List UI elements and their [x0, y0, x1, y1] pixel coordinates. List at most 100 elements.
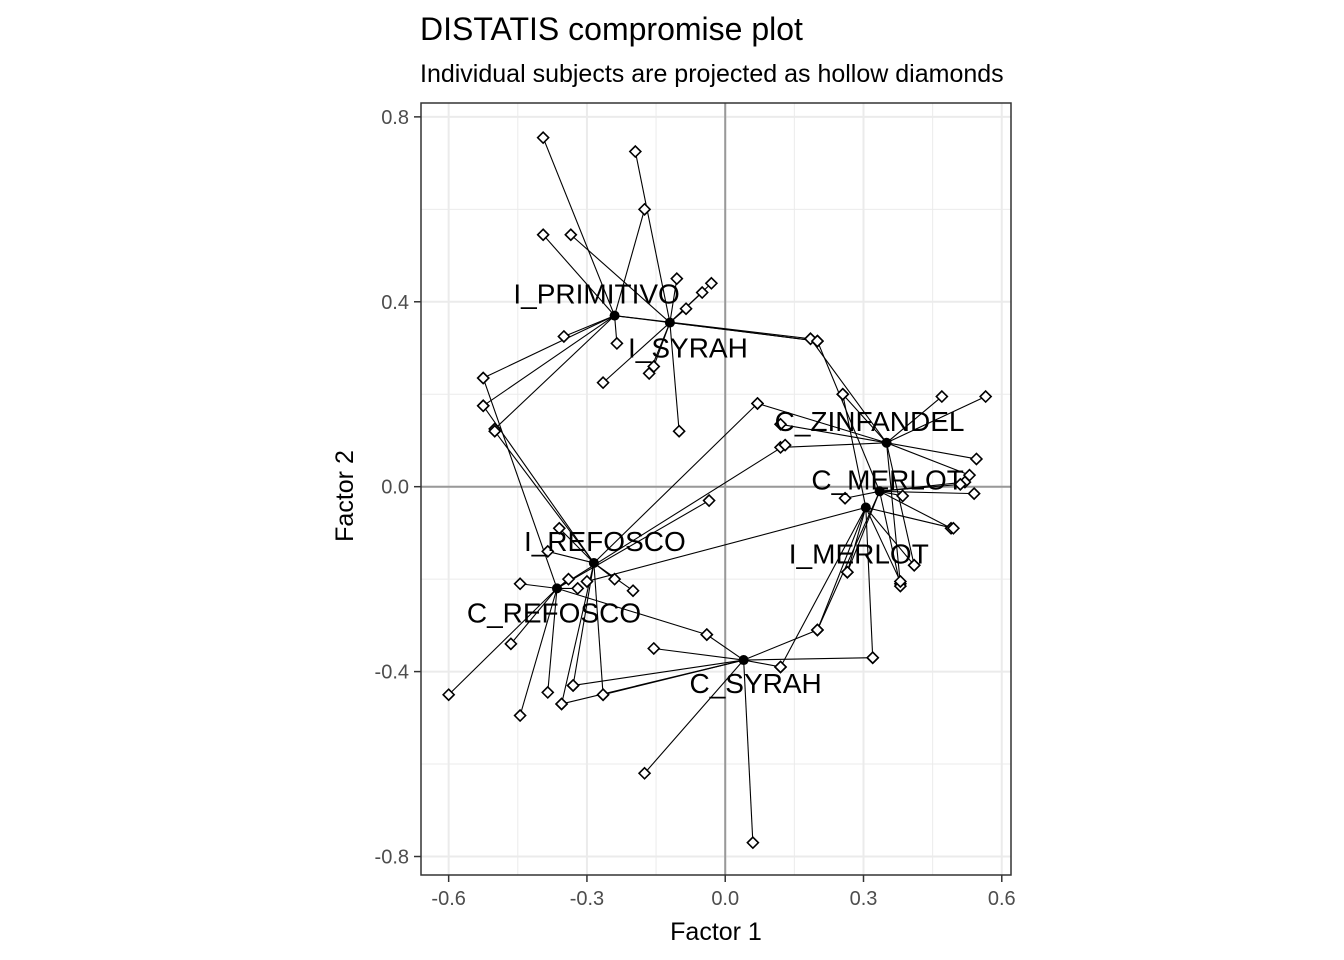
subject-diamond-point: [476, 399, 490, 413]
subject-diamond-point: [552, 521, 566, 535]
y-tick-label: 0.8: [381, 107, 409, 129]
subject-link-line: [780, 442, 887, 448]
subject-diamond-point: [607, 572, 622, 586]
subject-diamond-point: [810, 623, 825, 637]
subject-diamond-point: [896, 489, 910, 503]
x-axis-title: Factor 1: [670, 918, 762, 946]
subject-link-line: [886, 396, 943, 444]
y-tick-label: -0.4: [375, 662, 409, 684]
y-tick-label: 0.4: [381, 292, 409, 314]
subject-diamond-point: [566, 678, 580, 693]
compromise-point: [551, 583, 562, 594]
subject-diamond-point: [541, 544, 555, 559]
subject-link-line: [886, 396, 986, 444]
subject-diamond-point: [557, 329, 571, 344]
subject-diamond-point: [647, 641, 661, 656]
subject-link-line: [879, 490, 975, 495]
subject-link-line: [482, 315, 615, 407]
subject-diamond-point: [700, 627, 714, 642]
subject-link-line: [816, 507, 867, 631]
subject-link-line: [494, 315, 615, 430]
subject-diamond-point: [967, 486, 981, 501]
subject-diamond-point: [773, 660, 788, 674]
subject-diamond-point: [695, 285, 709, 300]
subject-diamond-point: [946, 521, 961, 535]
x-tick-label: -0.6: [431, 888, 465, 910]
subject-link-line: [886, 442, 977, 460]
chart-title: DISTATIS compromise plot: [420, 11, 803, 47]
subject-diamond-point: [866, 651, 880, 665]
subject-link-line: [570, 234, 671, 323]
subject-link-line: [556, 587, 707, 636]
compromise-label: I_REFOSCO: [524, 526, 686, 557]
subject-diamond-point: [750, 396, 765, 411]
subject-diamond-point: [670, 272, 684, 286]
subject-diamond-point: [838, 491, 852, 505]
subject-link-line: [563, 315, 615, 337]
x-tick-label: 0.0: [711, 888, 739, 910]
compromise-point: [738, 655, 749, 666]
compromise-label: C_ZINFANDEL: [775, 406, 965, 437]
subject-diamond-point: [536, 228, 550, 242]
compromise-label: C_MERLOT: [811, 464, 963, 495]
compromise-point: [588, 557, 599, 568]
subject-diamond-point: [554, 697, 569, 711]
subject-diamond-point: [979, 389, 993, 404]
subject-link-line: [669, 278, 678, 323]
subject-diamond-point: [778, 438, 792, 452]
subject-diamond-point: [679, 302, 693, 316]
subject-diamond-point: [773, 417, 788, 431]
subject-link-line: [780, 507, 867, 668]
subject-link-line: [886, 442, 915, 566]
subject-link-line: [706, 634, 744, 661]
subject-link-line: [558, 527, 595, 564]
subject-link-line: [634, 151, 671, 323]
subject-link-line: [846, 507, 867, 573]
chart-subtitle: Individual subjects are projected as hol…: [420, 60, 1004, 88]
subject-diamond-point: [541, 685, 555, 700]
subject-link-line: [865, 506, 954, 529]
subject-link-line: [644, 659, 745, 774]
subject-link-line: [886, 442, 970, 476]
subject-diamond-point: [702, 493, 716, 508]
subject-diamond-point: [571, 581, 585, 596]
subject-link-line: [573, 659, 744, 687]
subject-link-line: [743, 657, 873, 661]
subject-link-line: [669, 322, 818, 342]
subject-diamond-point: [672, 424, 686, 438]
subject-link-line: [547, 550, 594, 564]
subject-link-line: [653, 322, 671, 367]
subject-diamond-point: [580, 574, 594, 589]
subject-link-line: [879, 490, 952, 529]
subject-diamond-point: [513, 708, 527, 723]
subject-link-line: [593, 562, 604, 695]
subject-link-line: [743, 659, 781, 668]
compromise-label: I_SYRAH: [628, 333, 748, 364]
compromise-point: [881, 437, 892, 448]
subject-link-line: [510, 588, 558, 645]
subject-diamond-point: [840, 565, 854, 579]
subject-link-line: [879, 491, 901, 587]
subject-link-line: [669, 322, 680, 432]
subject-link-line: [846, 491, 881, 573]
x-tick-label: 0.6: [988, 888, 1016, 910]
subject-diamond-point: [704, 276, 719, 290]
subject-diamond-point: [637, 202, 652, 216]
y-tick-label: -0.8: [375, 847, 409, 869]
subject-diamond-point: [564, 228, 578, 242]
x-tick-label: 0.3: [850, 888, 878, 910]
subject-diamond-point: [893, 574, 908, 589]
compromise-label: C_REFOSCO: [467, 597, 641, 628]
subject-link-line: [519, 588, 558, 716]
subject-link-line: [542, 137, 616, 316]
subject-diamond-point: [536, 131, 550, 145]
subject-diamond-point: [953, 477, 967, 492]
subject-diamond-point: [836, 387, 850, 401]
subject-link-line: [743, 660, 754, 843]
y-tick-label: 0.0: [381, 477, 409, 499]
plot-area: I_PRIMITIVO I_SYRAH C_ZINFANDEL C_MERLOT I_M…: [375, 102, 1016, 910]
subject-diamond-point: [596, 688, 610, 702]
subject-diamond-point: [628, 144, 642, 159]
compromise-point: [664, 317, 675, 328]
subject-diamond-point: [442, 688, 456, 702]
